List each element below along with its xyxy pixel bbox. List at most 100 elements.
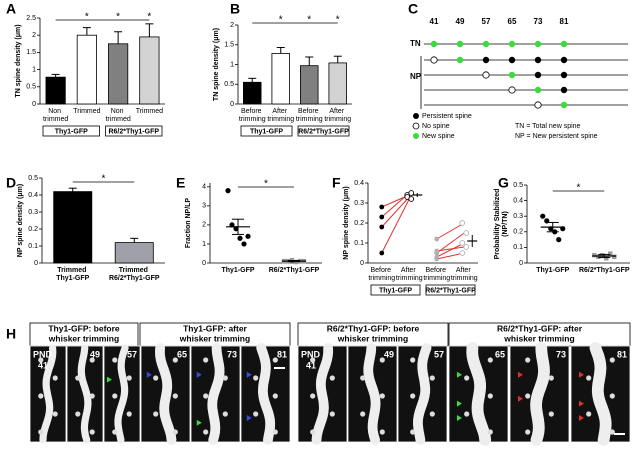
- spine: [429, 375, 435, 381]
- spine: [89, 357, 95, 363]
- micrograph-title: R6/2*Thy1-GFP: before: [327, 323, 420, 333]
- legend-marker: [413, 133, 419, 139]
- bar: [114, 242, 154, 264]
- row-label: TN: [410, 39, 421, 48]
- dendrite: [466, 342, 492, 446]
- y-tick-label: 0: [34, 260, 38, 267]
- y-tick-label: 0: [519, 260, 523, 267]
- spine-dot: [482, 40, 490, 48]
- spine: [379, 393, 385, 399]
- y-tick-label: 0.4: [513, 197, 523, 204]
- x-tick-label: Trimmed R6/2*Thy1-GFP: [109, 267, 160, 282]
- point-after: [408, 196, 415, 202]
- y-axis-label: TN spine density (μm): [213, 28, 220, 101]
- spine: [112, 393, 118, 399]
- y-axis-label: NP spine density (μm): [343, 186, 350, 259]
- day-label: 65: [508, 17, 517, 26]
- arrow: [106, 376, 112, 383]
- spine-dot: [508, 40, 516, 48]
- spine-dot: [534, 86, 542, 94]
- spine: [38, 393, 44, 399]
- panel-letter: D: [6, 175, 16, 191]
- panel-letter: B: [230, 1, 240, 17]
- spine-dot: [430, 40, 438, 48]
- y-tick-label: 0.1: [354, 240, 364, 247]
- group-label: R6/2*Thy1-GFP: [108, 128, 159, 135]
- y-tick-label: 0.3: [28, 209, 38, 216]
- y-axis-label: TN spine density (μm): [15, 24, 22, 97]
- point: [245, 233, 251, 239]
- spine: [222, 411, 228, 417]
- y-tick-label: 0.2: [354, 220, 364, 227]
- bar: [45, 76, 66, 105]
- y-tick-label: 2: [230, 22, 234, 29]
- point-before: [434, 248, 440, 254]
- arrow: [246, 371, 252, 378]
- x-tick-label: R6/2*Thy1-GFP: [269, 267, 320, 274]
- pair-line: [436, 246, 465, 252]
- spine-dot: [430, 56, 438, 64]
- group-box: [425, 284, 476, 296]
- y-tick-label: 0: [230, 101, 234, 108]
- spine: [89, 393, 95, 399]
- point: [241, 241, 247, 247]
- spine: [89, 429, 95, 435]
- definition: NP = New persistent spine: [515, 133, 598, 140]
- arrow: [578, 415, 584, 421]
- spine: [410, 357, 416, 363]
- spine: [172, 429, 178, 435]
- arrow: [517, 371, 523, 378]
- x-tick-label: Before trimming: [423, 267, 450, 282]
- significance-star: *: [279, 15, 283, 26]
- micrograph-title: Thy1-GFP: after: [183, 323, 247, 333]
- point: [229, 222, 235, 228]
- spine: [329, 411, 335, 417]
- x-tick-label: Before trimming: [368, 267, 395, 282]
- spine: [272, 393, 278, 399]
- point: [612, 254, 617, 259]
- spine: [379, 429, 385, 435]
- row-label: NP: [410, 72, 422, 81]
- x-tick-label: R6/2*Thy1-GFP: [579, 267, 630, 274]
- legend-marker: [412, 122, 420, 130]
- panel-letter: G: [498, 175, 509, 191]
- y-tick-label: 1.5: [26, 49, 36, 56]
- dendrite: [256, 343, 276, 445]
- spine-dot: [456, 56, 464, 64]
- spine: [203, 393, 209, 399]
- significance-star: *: [336, 15, 340, 26]
- day-label: 41: [430, 17, 439, 26]
- arrow: [456, 415, 462, 421]
- y-tick-label: 0.2: [28, 226, 38, 233]
- spine: [379, 357, 385, 363]
- day-label: 81: [277, 349, 287, 359]
- spine: [487, 393, 493, 399]
- spine: [126, 411, 132, 417]
- group-label: R6/2*Thy1-GFP: [425, 287, 476, 294]
- y-tick-label: 0.5: [28, 175, 38, 182]
- panel-letter: F: [332, 175, 341, 191]
- dendrite: [589, 342, 612, 446]
- spine: [548, 375, 554, 381]
- y-tick-label: 0.3: [513, 213, 523, 220]
- day-label: 49: [90, 349, 100, 359]
- spine: [360, 411, 366, 417]
- point-after: [459, 250, 466, 256]
- spine: [272, 357, 278, 363]
- point-before: [379, 214, 385, 220]
- y-tick-label: 1: [230, 61, 234, 68]
- group-label: Thy1-GFP: [250, 128, 283, 135]
- spine-dot: [534, 40, 542, 48]
- y-axis-label: Fraction NP/LP: [185, 198, 192, 249]
- x-tick-label: After trimming: [451, 267, 478, 282]
- pair-line: [436, 232, 465, 254]
- panel-letter: C: [408, 1, 418, 17]
- spine: [548, 411, 554, 417]
- y-tick-label: 1.5: [224, 42, 234, 49]
- spine: [525, 357, 531, 363]
- spine: [586, 375, 592, 381]
- micrograph-title: whisker trimming: [337, 333, 408, 343]
- point: [596, 254, 601, 259]
- point: [604, 256, 609, 261]
